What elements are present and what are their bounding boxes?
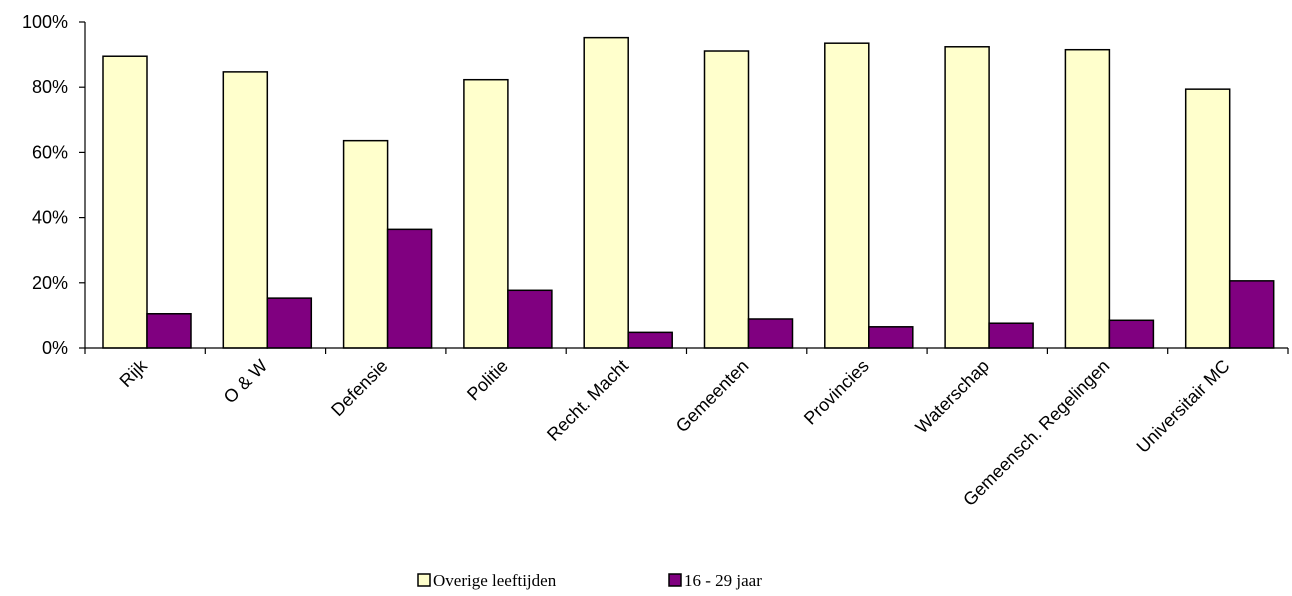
bar-16-29-7 xyxy=(988,322,1034,349)
bar-overige-5 xyxy=(703,50,750,349)
y-tick-label: 0% xyxy=(42,338,68,358)
bar-overige-2 xyxy=(342,139,389,349)
bar-16-29-2 xyxy=(386,228,433,349)
bar-16-29-9 xyxy=(1228,280,1275,349)
bar-16-29-0 xyxy=(146,313,192,349)
bar-overige-0 xyxy=(102,55,148,349)
y-tick-label: 100% xyxy=(22,12,68,32)
x-tick-label: Provincies xyxy=(800,356,873,429)
x-tick-label: Recht. Macht xyxy=(543,356,632,445)
x-tick-label: Waterschap xyxy=(911,356,993,438)
bar-overige-8 xyxy=(1064,48,1111,349)
legend-label-overige: Overige leeftijden xyxy=(433,571,557,590)
y-tick-label: 80% xyxy=(32,77,68,97)
x-tick-label: Universitair MC xyxy=(1133,356,1234,457)
bar-16-29-6 xyxy=(868,326,914,349)
bar-16-29-8 xyxy=(1108,319,1155,349)
bar-16-29-4 xyxy=(627,331,673,349)
legend-swatch-16-29 xyxy=(668,573,682,587)
x-tick-label: O & W xyxy=(220,356,272,408)
bars-layer xyxy=(102,36,1275,349)
bar-16-29-1 xyxy=(266,297,313,349)
bar-overige-1 xyxy=(222,71,269,349)
x-tick-label: Rijk xyxy=(116,355,152,391)
bar-overige-7 xyxy=(944,46,990,349)
legend-label-16-29: 16 - 29 jaar xyxy=(684,571,762,590)
y-tick-label: 20% xyxy=(32,273,68,293)
bar-overige-9 xyxy=(1184,88,1231,349)
bar-16-29-5 xyxy=(747,318,794,349)
y-tick-label: 40% xyxy=(32,208,68,228)
x-tick-label: Gemeenten xyxy=(672,356,753,437)
x-tick-label: Politie xyxy=(463,356,512,405)
x-tick-label: Defensie xyxy=(327,356,391,420)
legend-swatch-overige xyxy=(417,573,431,587)
bar-overige-4 xyxy=(583,36,629,349)
legend: Overige leeftijden 16 - 29 jaar xyxy=(417,571,762,590)
y-tick-label: 60% xyxy=(32,142,68,162)
bar-overige-6 xyxy=(824,42,870,349)
bar-16-29-3 xyxy=(507,289,553,349)
bar-overige-3 xyxy=(463,78,509,349)
